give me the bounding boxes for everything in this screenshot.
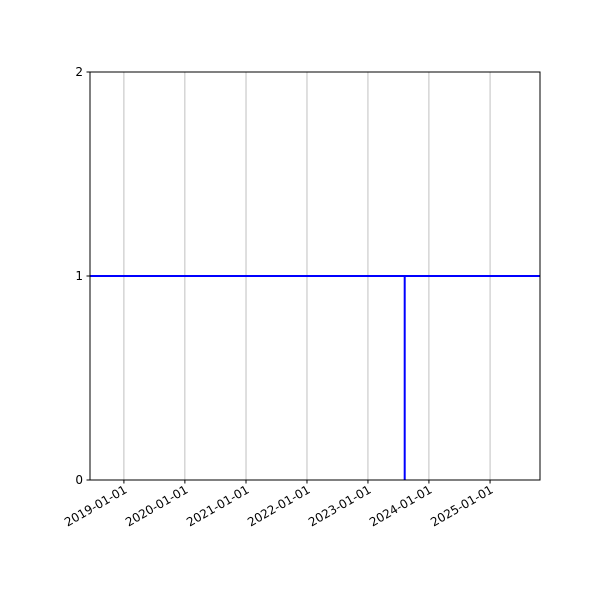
y-axis: 0 1 2 xyxy=(75,65,90,487)
y-tick-label: 0 xyxy=(75,473,83,487)
series xyxy=(90,275,540,480)
y-tick-label: 1 xyxy=(75,269,83,283)
y-tick-label: 2 xyxy=(75,65,83,79)
